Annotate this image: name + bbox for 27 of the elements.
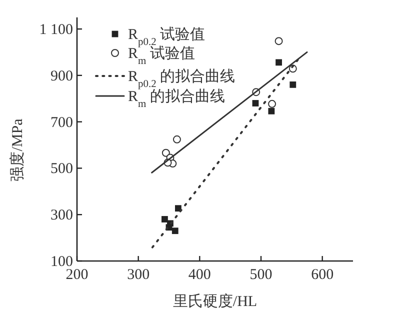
xtick: 200 — [66, 267, 88, 283]
point — [175, 205, 182, 212]
ytick: 1 100 — [39, 22, 73, 38]
xtick: 400 — [188, 267, 211, 283]
xtick: 500 — [250, 267, 272, 283]
ytick: 700 — [50, 114, 73, 131]
point — [172, 228, 178, 234]
point — [274, 37, 283, 46]
ytick: 300 — [50, 208, 73, 224]
xtick: 300 — [127, 267, 150, 283]
ytick: 100 — [50, 254, 73, 270]
point — [268, 100, 276, 108]
ytick: 500 — [50, 161, 73, 178]
point — [172, 135, 181, 144]
legend-label: R$_{m}$ 的拟合曲线 — [128, 89, 225, 110]
xlabel: 里氏硬度/HL — [172, 294, 258, 310]
point — [276, 59, 282, 66]
point — [290, 81, 296, 88]
point — [252, 100, 259, 106]
xtick: 600 — [311, 267, 334, 283]
ylabel: 强度/MPa — [10, 118, 26, 182]
legend-label: R$_{m}$ 试验值 — [128, 46, 195, 66]
point — [268, 108, 275, 114]
point — [162, 148, 170, 157]
legend-label: R$_{p0.2}$ 的拟合曲线 — [128, 69, 236, 90]
ytick: 900 — [50, 68, 73, 84]
point — [162, 216, 168, 222]
